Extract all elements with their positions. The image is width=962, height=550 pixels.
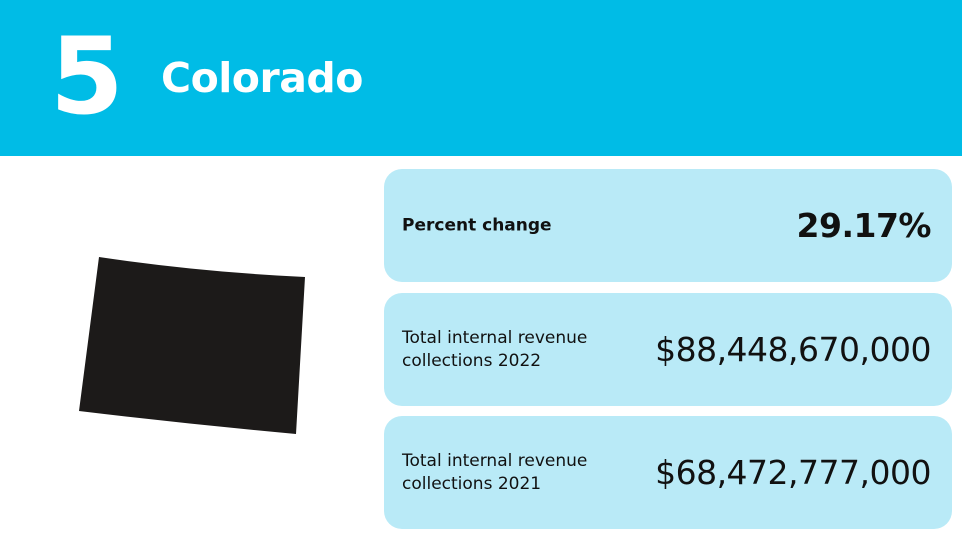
collections-2021-value: $68,472,777,000 <box>655 452 931 492</box>
rank-number: 5 <box>50 15 124 138</box>
collections-2021-label: Total internal revenue collections 2021 <box>402 450 642 496</box>
collections-2022-label-line1: Total internal revenue <box>402 327 588 348</box>
state-name: Colorado <box>161 54 363 102</box>
collections-2021-label-line1: Total internal revenue <box>402 450 588 471</box>
header-banner: 5 Colorado <box>0 0 962 156</box>
collections-2022-value: $88,448,670,000 <box>655 329 931 369</box>
collections-2022-label: Total internal revenue collections 2022 <box>402 327 642 373</box>
colorado-state-shape <box>79 257 305 434</box>
collections-2022-label-line2: collections 2022 <box>402 350 542 371</box>
percent-change-label: Percent change <box>402 215 552 235</box>
percent-change-value: 29.17% <box>796 205 932 245</box>
percent-change-card: Percent change 29.17% <box>384 169 952 282</box>
collections-2021-label-line2: collections 2021 <box>402 473 542 494</box>
collections-2022-card: Total internal revenue collections 2022 … <box>384 293 952 406</box>
collections-2021-card: Total internal revenue collections 2021 … <box>384 416 952 529</box>
